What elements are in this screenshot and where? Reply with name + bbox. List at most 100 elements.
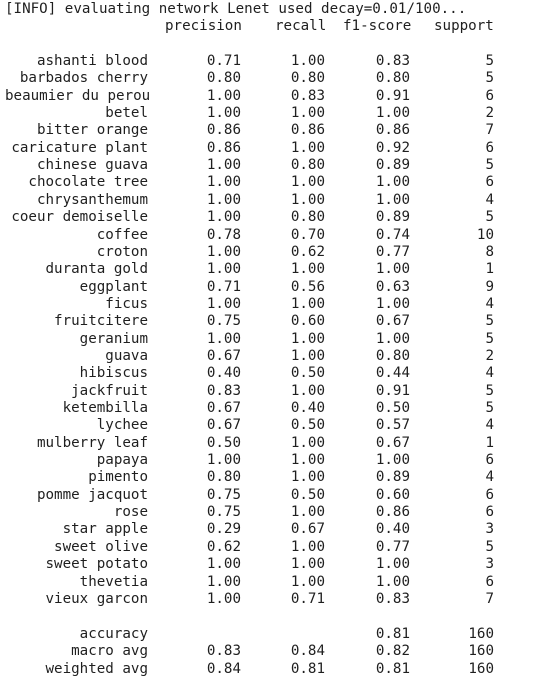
table-row: rose 0.75 1.00 0.86 6 bbox=[5, 504, 534, 521]
row-label: caricature plant bbox=[11, 139, 148, 156]
table-row: sweet potato 1.00 1.00 1.00 3 bbox=[5, 556, 534, 573]
precision-value: 0.83 bbox=[206, 643, 241, 660]
precision-value: 1.00 bbox=[206, 590, 241, 607]
row-label: star apple bbox=[62, 521, 148, 538]
support-value: 6 bbox=[485, 486, 494, 503]
precision-value: 0.86 bbox=[206, 122, 241, 139]
recall-value: 0.70 bbox=[290, 226, 325, 243]
row-label: rose bbox=[113, 504, 148, 521]
recall-value: 0.83 bbox=[290, 87, 325, 104]
table-row: coeur demoiselle 1.00 0.80 0.89 5 bbox=[5, 209, 534, 226]
table-row: pimento 0.80 1.00 0.89 4 bbox=[5, 469, 534, 486]
row-label: guava bbox=[105, 347, 148, 364]
recall-value: 1.00 bbox=[290, 452, 325, 469]
support-value: 6 bbox=[485, 87, 494, 104]
info-line: [INFO] evaluating network Lenet used dec… bbox=[5, 1, 467, 17]
recall-value: 0.50 bbox=[290, 417, 325, 434]
table-row: lychee 0.67 0.50 0.57 4 bbox=[5, 417, 534, 434]
precision-value: 0.67 bbox=[206, 347, 241, 364]
recall-value: 0.80 bbox=[290, 157, 325, 174]
f1-score-value: 0.40 bbox=[375, 521, 410, 538]
f1-score-value: 0.86 bbox=[375, 504, 410, 521]
row-label: vieux garcon bbox=[45, 590, 149, 607]
table-row: bitter orange 0.86 0.86 0.86 7 bbox=[5, 122, 534, 139]
recall-value: 1.00 bbox=[290, 538, 325, 555]
row-label: ketembilla bbox=[62, 400, 148, 416]
f1-score-value: 0.92 bbox=[375, 139, 410, 156]
header-precision: precision bbox=[165, 18, 242, 34]
precision-value: 1.00 bbox=[206, 157, 241, 174]
f1-score-value: 1.00 bbox=[375, 330, 410, 347]
precision-value: 0.75 bbox=[206, 504, 241, 521]
precision-value: 0.83 bbox=[206, 382, 241, 399]
precision-value: 0.29 bbox=[206, 521, 241, 538]
f1-score-value: 0.91 bbox=[375, 87, 410, 104]
support-value: 160 bbox=[468, 626, 494, 642]
row-label: chrysanthemum bbox=[36, 191, 148, 208]
f1-score-value: 0.83 bbox=[375, 590, 410, 607]
table-row: star apple 0.29 0.67 0.40 3 bbox=[5, 521, 534, 538]
recall-value: 0.71 bbox=[290, 590, 325, 607]
table-row: pomme jacquot 0.75 0.50 0.60 6 bbox=[5, 487, 534, 504]
table-row: beaumier du perou 1.00 0.83 0.91 6 bbox=[5, 88, 534, 105]
precision-value: 0.71 bbox=[206, 278, 241, 295]
recall-value: 1.00 bbox=[290, 347, 325, 364]
support-value: 5 bbox=[485, 53, 494, 69]
precision-value: 1.00 bbox=[206, 573, 241, 590]
support-value: 160 bbox=[468, 643, 494, 660]
recall-value: 1.00 bbox=[290, 469, 325, 486]
row-label: fruitcitere bbox=[54, 313, 148, 330]
f1-score-value: 0.63 bbox=[375, 278, 410, 295]
support-value: 10 bbox=[476, 226, 494, 243]
recall-value: 1.00 bbox=[290, 434, 325, 451]
support-value: 4 bbox=[485, 417, 494, 434]
precision-value: 0.84 bbox=[206, 660, 241, 677]
precision-value: 1.00 bbox=[206, 87, 241, 104]
precision-value: 1.00 bbox=[206, 330, 241, 347]
precision-value: 1.00 bbox=[206, 452, 241, 469]
recall-value: 0.86 bbox=[290, 122, 325, 139]
support-value: 5 bbox=[485, 538, 494, 555]
recall-value: 0.80 bbox=[290, 209, 325, 226]
f1-score-value: 1.00 bbox=[375, 174, 410, 191]
precision-value: 0.50 bbox=[206, 434, 241, 451]
recall-value: 0.80 bbox=[290, 70, 325, 87]
f1-score-value: 0.81 bbox=[375, 626, 410, 642]
f1-score-value: 1.00 bbox=[375, 452, 410, 469]
table-row: betel 1.00 1.00 1.00 2 bbox=[5, 105, 534, 122]
f1-score-value: 1.00 bbox=[375, 556, 410, 573]
f1-score-value: 0.50 bbox=[375, 400, 410, 416]
f1-score-value: 1.00 bbox=[375, 261, 410, 278]
row-label: chocolate tree bbox=[28, 174, 148, 191]
row-label: mulberry leaf bbox=[36, 434, 148, 451]
support-value: 2 bbox=[485, 105, 494, 122]
table-row: chocolate tree 1.00 1.00 1.00 6 bbox=[5, 174, 534, 191]
support-value: 7 bbox=[485, 122, 494, 139]
precision-value: 1.00 bbox=[206, 295, 241, 312]
f1-score-value: 0.57 bbox=[375, 417, 410, 434]
support-value: 5 bbox=[485, 313, 494, 330]
support-value: 1 bbox=[485, 434, 494, 451]
f1-score-value: 0.60 bbox=[375, 486, 410, 503]
support-value: 7 bbox=[485, 590, 494, 607]
support-value: 6 bbox=[485, 139, 494, 156]
row-label: thevetia bbox=[79, 573, 148, 590]
recall-value: 1.00 bbox=[290, 191, 325, 208]
summary-row: accuracy 0.81 160 bbox=[5, 626, 534, 643]
support-value: 5 bbox=[485, 400, 494, 416]
f1-score-value: 0.89 bbox=[375, 469, 410, 486]
table-row: barbados cherry 0.80 0.80 0.80 5 bbox=[5, 70, 534, 87]
support-value: 9 bbox=[485, 278, 494, 295]
row-label: accuracy bbox=[79, 626, 148, 642]
table-row: papaya 1.00 1.00 1.00 6 bbox=[5, 452, 534, 469]
precision-value: 1.00 bbox=[206, 261, 241, 278]
table-row: duranta gold 1.00 1.00 1.00 1 bbox=[5, 261, 534, 278]
table-row: chinese guava 1.00 0.80 0.89 5 bbox=[5, 157, 534, 174]
precision-value: 0.75 bbox=[206, 486, 241, 503]
support-value: 6 bbox=[485, 573, 494, 590]
row-label: ashanti blood bbox=[36, 53, 148, 69]
support-value: 5 bbox=[485, 330, 494, 347]
precision-value: 0.40 bbox=[206, 365, 241, 382]
precision-value: 1.00 bbox=[206, 105, 241, 122]
